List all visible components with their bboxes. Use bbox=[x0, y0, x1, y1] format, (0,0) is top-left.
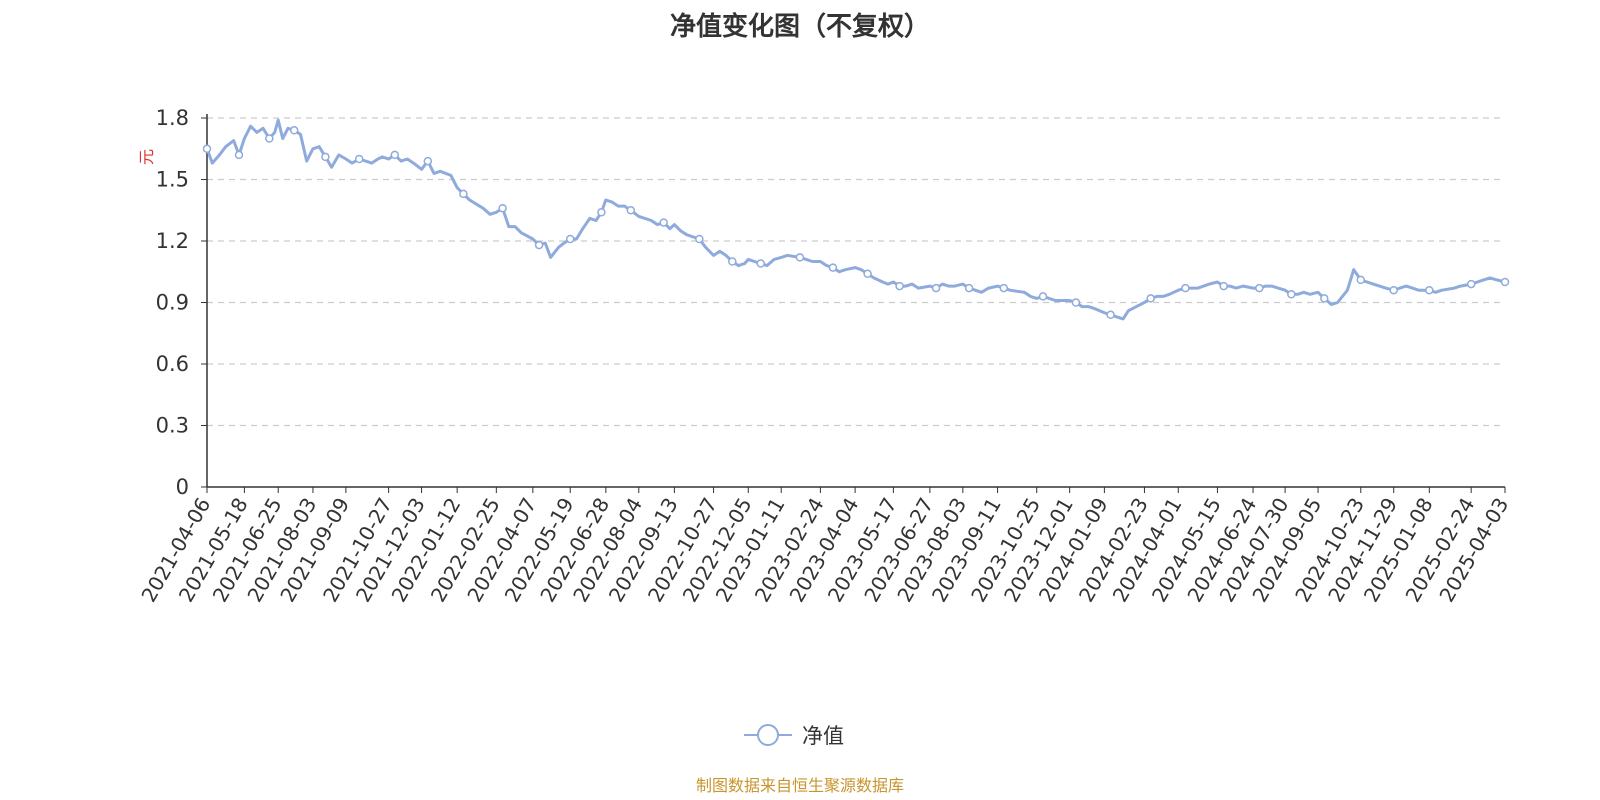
y-tick-label: 1.5 bbox=[156, 168, 189, 192]
data-point bbox=[1425, 285, 1434, 295]
data-point bbox=[659, 218, 668, 227]
data-point bbox=[863, 269, 872, 279]
x-tick-labels: 2021-04-062021-05-182021-06-252021-08-03… bbox=[136, 493, 1513, 606]
data-point bbox=[289, 126, 299, 135]
legend-marker-icon bbox=[744, 724, 792, 746]
data-point bbox=[265, 134, 274, 143]
y-tick-label: 0.9 bbox=[156, 291, 189, 315]
data-point bbox=[1466, 279, 1476, 289]
y-axis-label: 元 bbox=[137, 149, 156, 165]
data-point bbox=[1038, 292, 1048, 301]
legend[interactable]: 净值 bbox=[744, 720, 844, 750]
data-point bbox=[459, 189, 468, 199]
series-line bbox=[205, 118, 1506, 321]
y-tick-label: 1.2 bbox=[156, 229, 189, 253]
y-tick-label: 1.8 bbox=[156, 106, 189, 130]
series-layer bbox=[202, 118, 1510, 321]
data-point bbox=[234, 150, 244, 160]
data-point bbox=[423, 156, 433, 166]
data-point bbox=[354, 154, 364, 164]
data-point bbox=[931, 283, 941, 293]
data-point bbox=[1219, 281, 1228, 291]
data-point bbox=[999, 283, 1009, 293]
data-point bbox=[1287, 290, 1296, 299]
data-point bbox=[695, 234, 704, 244]
axes bbox=[201, 114, 1506, 493]
data-point bbox=[498, 203, 507, 213]
data-point bbox=[756, 259, 765, 268]
data-point bbox=[895, 281, 904, 291]
data-point bbox=[321, 152, 330, 162]
data-point bbox=[1255, 283, 1264, 293]
grid-lines bbox=[207, 117, 1505, 427]
data-point bbox=[1106, 310, 1115, 320]
data-point bbox=[202, 144, 212, 154]
y-tick-label: 0.3 bbox=[156, 414, 189, 438]
data-point bbox=[728, 257, 737, 266]
legend-label: 净值 bbox=[802, 724, 844, 748]
data-point bbox=[1071, 298, 1081, 307]
source-note: 制图数据来自恒生聚源数据库 bbox=[695, 776, 904, 795]
data-point bbox=[1389, 285, 1398, 295]
data-point bbox=[1320, 294, 1329, 303]
data-point bbox=[1181, 283, 1190, 293]
y-tick-label: 0.6 bbox=[156, 352, 189, 376]
y-tick-label: 0 bbox=[176, 475, 189, 499]
data-point bbox=[565, 234, 575, 244]
data-point bbox=[1356, 275, 1366, 285]
data-point bbox=[1500, 277, 1510, 287]
data-point bbox=[1146, 294, 1155, 303]
data-point bbox=[795, 253, 805, 262]
y-tick-labels: 0 0.3 0.6 0.9 1.2 1.5 1.8 bbox=[156, 106, 189, 499]
chart-title: 净值变化图（不复权） bbox=[669, 12, 930, 42]
data-point bbox=[964, 283, 974, 293]
data-point bbox=[828, 263, 838, 272]
data-point bbox=[626, 206, 636, 215]
data-point bbox=[597, 208, 606, 217]
data-point bbox=[534, 240, 544, 250]
data-point bbox=[390, 150, 400, 160]
